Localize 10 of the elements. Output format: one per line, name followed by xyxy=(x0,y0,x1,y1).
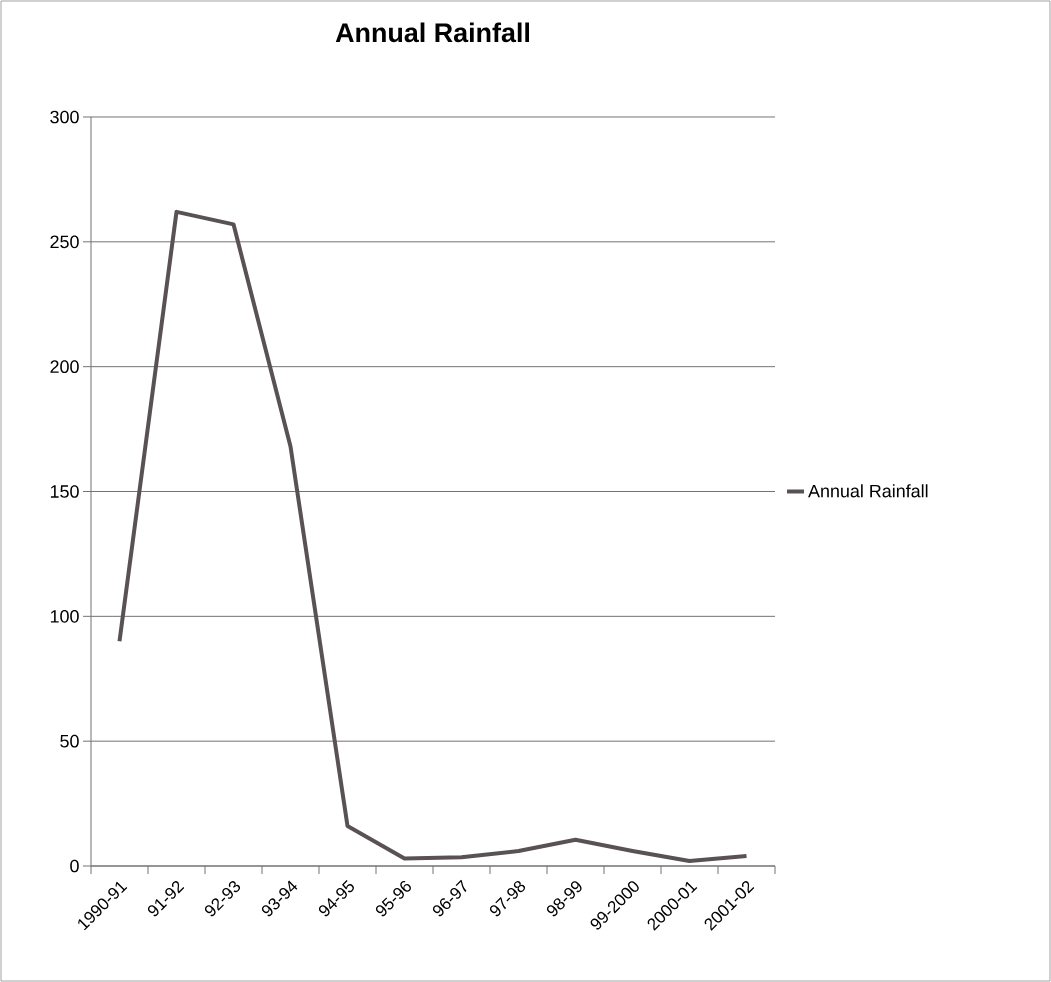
y-tick-label: 250 xyxy=(50,235,79,249)
line-series xyxy=(117,209,749,864)
y-tick-label: 100 xyxy=(50,609,79,623)
y-tick-label: 50 xyxy=(60,734,79,748)
y-tick-label: 300 xyxy=(50,110,79,124)
legend-label: Annual Rainfall xyxy=(808,484,928,498)
y-tick-label: 200 xyxy=(50,360,79,374)
y-tick-label: 150 xyxy=(50,485,79,498)
y-tick-label: 0 xyxy=(70,859,79,873)
chart-title: Annual Rainfall xyxy=(335,22,529,43)
